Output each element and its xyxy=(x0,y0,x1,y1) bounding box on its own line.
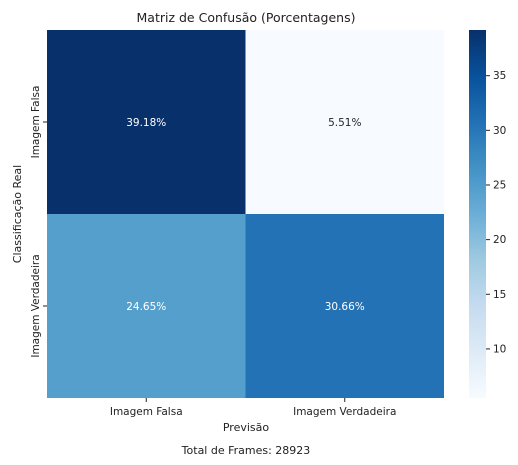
cell-label-0-0: 39.18% xyxy=(126,117,166,129)
x-axis: Imagem Falsa Imagem Verdadeira xyxy=(110,398,396,418)
chart-title: Matriz de Confusão (Porcentagens) xyxy=(137,10,356,25)
y-axis: Imagem Falsa Imagem Verdadeira xyxy=(30,86,47,358)
colorbar-tick-label-4: 30 xyxy=(493,125,506,137)
heatmap-cell-0-0 xyxy=(47,30,246,214)
colorbar xyxy=(469,30,486,398)
x-tick-label-1: Imagem Verdadeira xyxy=(293,406,396,418)
cell-label-1-1: 30.66% xyxy=(325,301,365,313)
y-tick-label-0: Imagem Falsa xyxy=(30,86,42,159)
x-tick-label-0: Imagem Falsa xyxy=(110,406,183,418)
colorbar-axis: 10 15 20 25 30 35 xyxy=(486,70,506,355)
heatmap-cells: 39.18% 5.51% 24.65% 30.66% xyxy=(47,30,444,398)
colorbar-tick-label-2: 20 xyxy=(493,234,506,246)
heatmap-cell-1-0 xyxy=(47,214,246,398)
footer-total-frames: Total de Frames: 28923 xyxy=(181,444,311,457)
colorbar-tick-label-0: 10 xyxy=(493,343,506,355)
colorbar-tick-label-5: 35 xyxy=(493,70,506,82)
heatmap-cell-0-1 xyxy=(245,30,444,214)
y-tick-label-1: Imagem Verdadeira xyxy=(30,254,42,357)
heatmap-cell-1-1 xyxy=(245,214,444,398)
colorbar-tick-label-3: 25 xyxy=(493,179,506,191)
y-axis-label: Classificação Real xyxy=(11,165,24,263)
cell-label-0-1: 5.51% xyxy=(328,117,361,129)
cell-label-1-0: 24.65% xyxy=(126,301,166,313)
x-axis-label: Previsão xyxy=(223,421,270,434)
colorbar-tick-label-1: 15 xyxy=(493,289,506,301)
